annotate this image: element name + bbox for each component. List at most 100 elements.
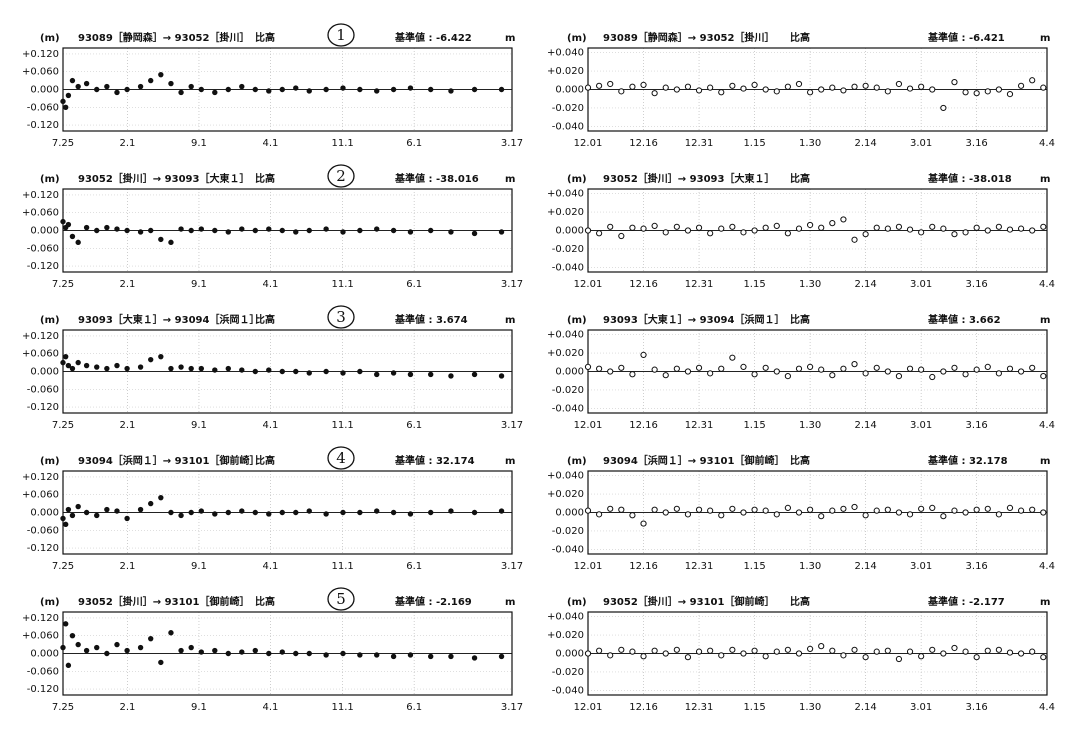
data-point: [124, 647, 130, 654]
data-point: [640, 520, 647, 527]
data-point: [740, 229, 747, 236]
data-point: [906, 226, 914, 233]
data-point: [340, 509, 346, 516]
data-point: [83, 362, 90, 369]
data-point: [266, 650, 272, 657]
data-point: [1040, 223, 1047, 230]
data-point: [806, 645, 814, 652]
x-tick-label: 12.31: [685, 561, 714, 572]
data-point: [795, 365, 803, 372]
data-point: [596, 647, 603, 654]
data-point: [1040, 509, 1047, 516]
y-axis-unit: (m): [40, 597, 60, 608]
data-point: [124, 227, 130, 234]
plot-frame: [62, 47, 513, 132]
data-point: [607, 505, 614, 512]
data-point: [1029, 648, 1036, 655]
data-point: [357, 652, 363, 658]
y-tick-label: +0.020: [547, 348, 584, 359]
data-point: [65, 221, 72, 228]
data-point: [212, 647, 218, 654]
data-point: [293, 85, 299, 91]
data-point: [718, 652, 725, 659]
data-point: [673, 646, 680, 653]
chart-title: 93089［静岡森］→ 93052［掛川］: [78, 31, 249, 44]
data-point: [940, 225, 947, 232]
x-tick-label: 2.14: [854, 138, 876, 149]
data-point: [607, 652, 614, 659]
data-point: [829, 647, 836, 654]
data-point: [448, 653, 454, 660]
data-point: [94, 512, 100, 519]
data-point: [951, 79, 958, 86]
chart-title: 93052［掛川］→ 93093［大東１］: [603, 172, 774, 185]
chart-panel: (m) 93052［掛川］→ 93093［大東１］ 比高 2 基準値 : -38.016…: [22, 164, 523, 290]
data-point: [806, 89, 814, 96]
data-point: [596, 230, 603, 237]
data-point: [707, 84, 714, 91]
data-point: [69, 633, 76, 639]
data-point: [784, 373, 791, 380]
plot-frame: [62, 611, 513, 696]
y-tick-label: -0.060: [27, 243, 59, 254]
chart-subtitle: 比高: [255, 172, 275, 185]
chart-subtitle: 比高: [790, 313, 810, 326]
y-tick-label: -0.060: [27, 102, 59, 113]
data-point: [83, 509, 90, 516]
y-tick-label: -0.020: [552, 526, 584, 537]
x-tick-label: 2.14: [854, 561, 876, 572]
data-point: [407, 371, 414, 378]
data-point: [293, 229, 299, 235]
data-point: [784, 230, 791, 237]
data-point: [75, 503, 81, 510]
data-point: [448, 88, 454, 94]
data-point: [707, 507, 714, 514]
data-point: [840, 365, 847, 372]
x-tick-label: 7.25: [52, 138, 74, 149]
plot-frame: [62, 188, 513, 273]
reference-value: 基準値 : 32.178: [927, 454, 1008, 467]
data-point: [918, 366, 925, 373]
data-point: [718, 512, 725, 519]
y-tick-label: +0.120: [22, 613, 59, 624]
data-point: [1040, 654, 1047, 661]
data-point: [498, 373, 505, 379]
data-point: [718, 365, 725, 372]
x-tick-label: 4.4: [1039, 420, 1055, 431]
data-point: [940, 650, 947, 657]
data-point: [895, 223, 903, 230]
data-point: [762, 653, 769, 660]
data-point: [751, 506, 758, 513]
data-point: [357, 227, 363, 234]
data-point: [940, 104, 947, 112]
chart-subtitle: 比高: [255, 454, 275, 467]
data-point: [75, 239, 81, 246]
data-point: [498, 653, 505, 660]
data-point: [751, 371, 758, 378]
data-point: [884, 647, 891, 654]
data-point: [212, 227, 218, 234]
data-point: [94, 644, 100, 651]
data-point: [1017, 507, 1025, 514]
data-point: [918, 83, 925, 90]
y-tick-label: +0.020: [547, 66, 584, 77]
x-tick-label: 7.25: [52, 420, 74, 431]
x-tick-label: 2.1: [119, 561, 135, 572]
x-tick-label: 3.17: [501, 138, 523, 149]
data-point: [640, 81, 647, 88]
data-point: [306, 370, 312, 376]
data-point: [995, 511, 1002, 518]
data-point: [198, 365, 205, 372]
data-point: [114, 226, 120, 232]
data-point: [178, 226, 184, 232]
data-point: [390, 227, 397, 234]
data-point: [851, 361, 858, 368]
data-point: [198, 508, 205, 514]
data-point: [83, 224, 90, 231]
data-point: [851, 503, 858, 511]
data-point: [239, 649, 245, 655]
data-point: [695, 87, 703, 94]
data-point: [374, 371, 380, 378]
x-tick-label: 3.16: [966, 561, 988, 572]
chart-panel: (m) 93094［浜岡１］→ 93101［御前崎］ 比高 基準値 : 32.178 m…: [547, 454, 1055, 572]
